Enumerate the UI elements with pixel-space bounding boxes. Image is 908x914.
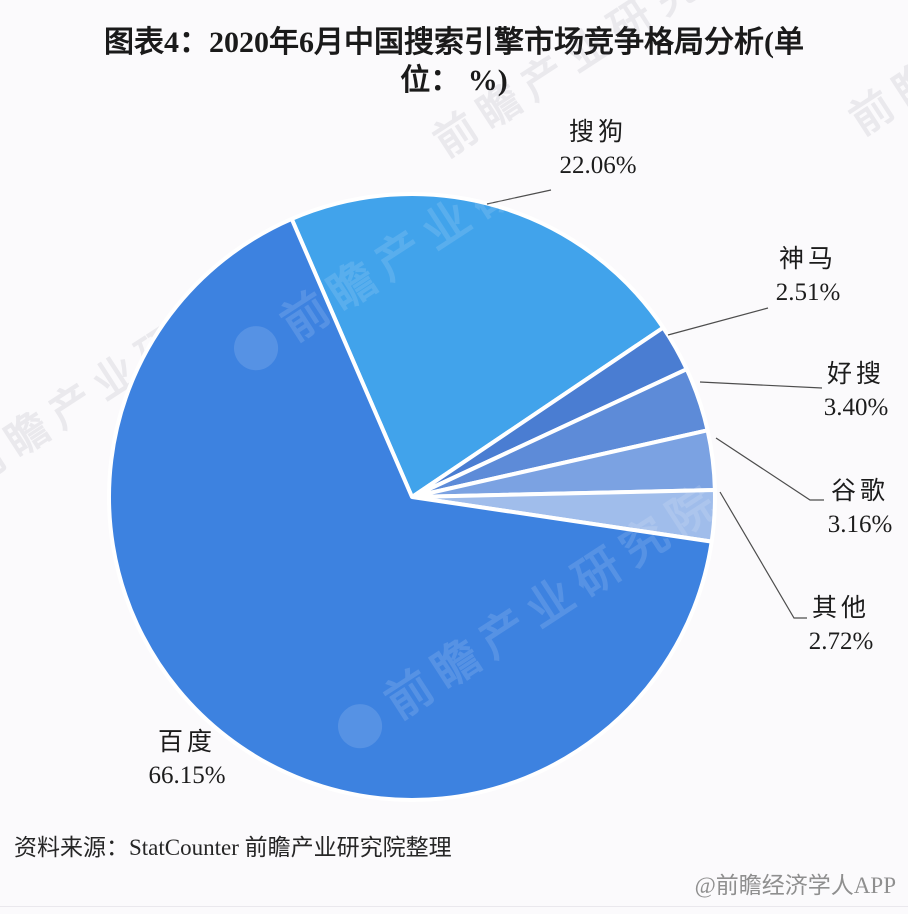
page-title: 图表4：2020年6月中国搜索引擎市场竞争格局分析(单 位： %) — [0, 24, 908, 100]
pie-slice-百度 — [107, 216, 714, 802]
slice-name: 神马 — [778, 246, 838, 273]
slice-percentage: 2.51% — [775, 279, 841, 306]
leader-line-好搜 — [699, 381, 823, 389]
slice-percentage: 3.40% — [823, 394, 889, 421]
slice-percentage: 2.72% — [808, 628, 874, 655]
slice-label-其他: 其他 2.72% — [809, 592, 874, 658]
slice-name: 搜狗 — [568, 119, 628, 146]
slice-label-搜狗: 搜狗 22.06% — [559, 116, 636, 182]
leader-line-神马 — [667, 307, 769, 336]
source-note: 资料来源：StatCounter 前瞻产业研究院整理 — [14, 835, 452, 860]
leader-line-谷歌 — [715, 437, 824, 501]
slice-percentage: 3.16% — [827, 511, 893, 538]
slice-name: 百度 — [157, 729, 217, 756]
slice-label-好搜: 好搜 3.40% — [824, 358, 889, 424]
slice-label-谷歌: 谷歌 3.16% — [828, 475, 893, 541]
pie-slice-搜狗 — [289, 192, 666, 499]
slice-label-神马: 神马 2.51% — [776, 243, 841, 309]
slice-percentage: 66.15% — [148, 762, 226, 789]
slice-label-百度: 百度 66.15% — [148, 726, 225, 792]
leader-line-其他 — [719, 491, 807, 619]
watermark-handle: @前瞻经济学人APP — [694, 873, 896, 898]
page-title-line1: 图表4：2020年6月中国搜索引擎市场竞争格局分析(单 — [104, 26, 804, 59]
leader-line-搜狗 — [486, 189, 552, 205]
slice-name: 谷歌 — [830, 478, 890, 505]
slice-name: 其他 — [811, 595, 871, 622]
slice-percentage: 22.06% — [559, 152, 637, 179]
bottom-divider — [0, 906, 908, 907]
slice-name: 好搜 — [826, 361, 886, 388]
page-title-line2: 位： %) — [400, 64, 508, 97]
